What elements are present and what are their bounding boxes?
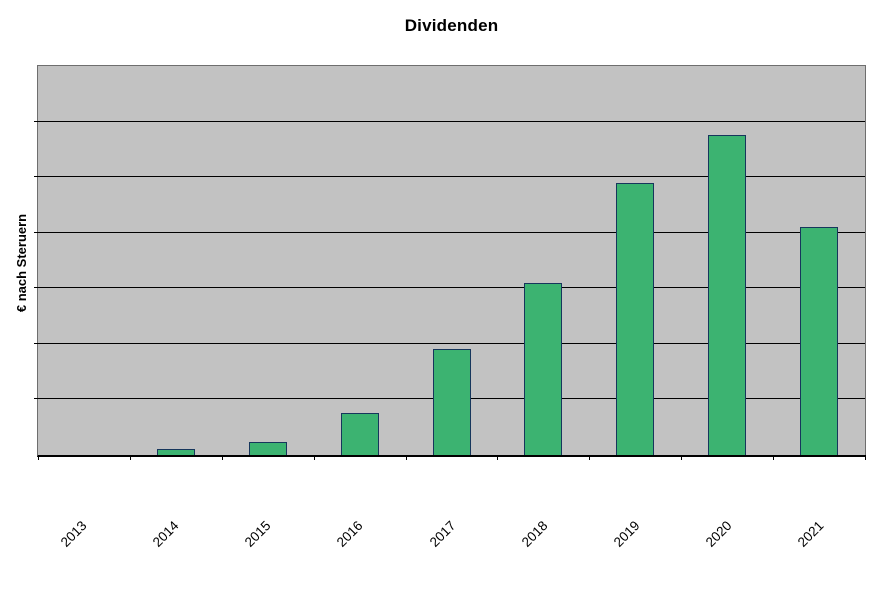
x-axis-label-2020: 2020 bbox=[702, 518, 735, 550]
bar-2021 bbox=[800, 227, 838, 455]
x-axis-label-2017: 2017 bbox=[426, 518, 459, 550]
y-axis-label: € nach Steruern bbox=[14, 213, 29, 313]
x-axis-tick bbox=[38, 455, 39, 460]
bar-2018 bbox=[524, 283, 562, 455]
x-axis-label-2013: 2013 bbox=[57, 518, 90, 550]
x-axis-tick bbox=[406, 455, 407, 460]
gridline bbox=[34, 287, 865, 288]
x-axis-label-2016: 2016 bbox=[333, 518, 366, 550]
x-axis-tick bbox=[130, 455, 131, 460]
bar-2016 bbox=[341, 413, 379, 455]
bar-2020 bbox=[708, 135, 746, 455]
bar-2014 bbox=[157, 449, 195, 455]
gridline bbox=[34, 176, 865, 177]
bar-2015 bbox=[249, 442, 287, 455]
bar-2017 bbox=[433, 349, 471, 455]
plot-area bbox=[34, 65, 866, 460]
x-axis-tick bbox=[589, 455, 590, 460]
x-axis-label-2015: 2015 bbox=[241, 518, 274, 550]
x-axis-tick bbox=[681, 455, 682, 460]
x-axis-tick bbox=[865, 455, 866, 460]
chart-title: Dividenden bbox=[404, 16, 499, 35]
gridline bbox=[34, 121, 865, 122]
gridline bbox=[34, 343, 865, 344]
gridline bbox=[34, 232, 865, 233]
x-axis-label-2019: 2019 bbox=[610, 518, 643, 550]
bar-2019 bbox=[616, 183, 654, 455]
x-axis-tick bbox=[773, 455, 774, 460]
x-axis-label-2014: 2014 bbox=[149, 518, 182, 550]
x-axis-tick bbox=[222, 455, 223, 460]
x-axis-label-2018: 2018 bbox=[518, 518, 551, 550]
x-axis-tick bbox=[497, 455, 498, 460]
x-axis-tick bbox=[314, 455, 315, 460]
x-axis-label-2021: 2021 bbox=[794, 518, 827, 550]
